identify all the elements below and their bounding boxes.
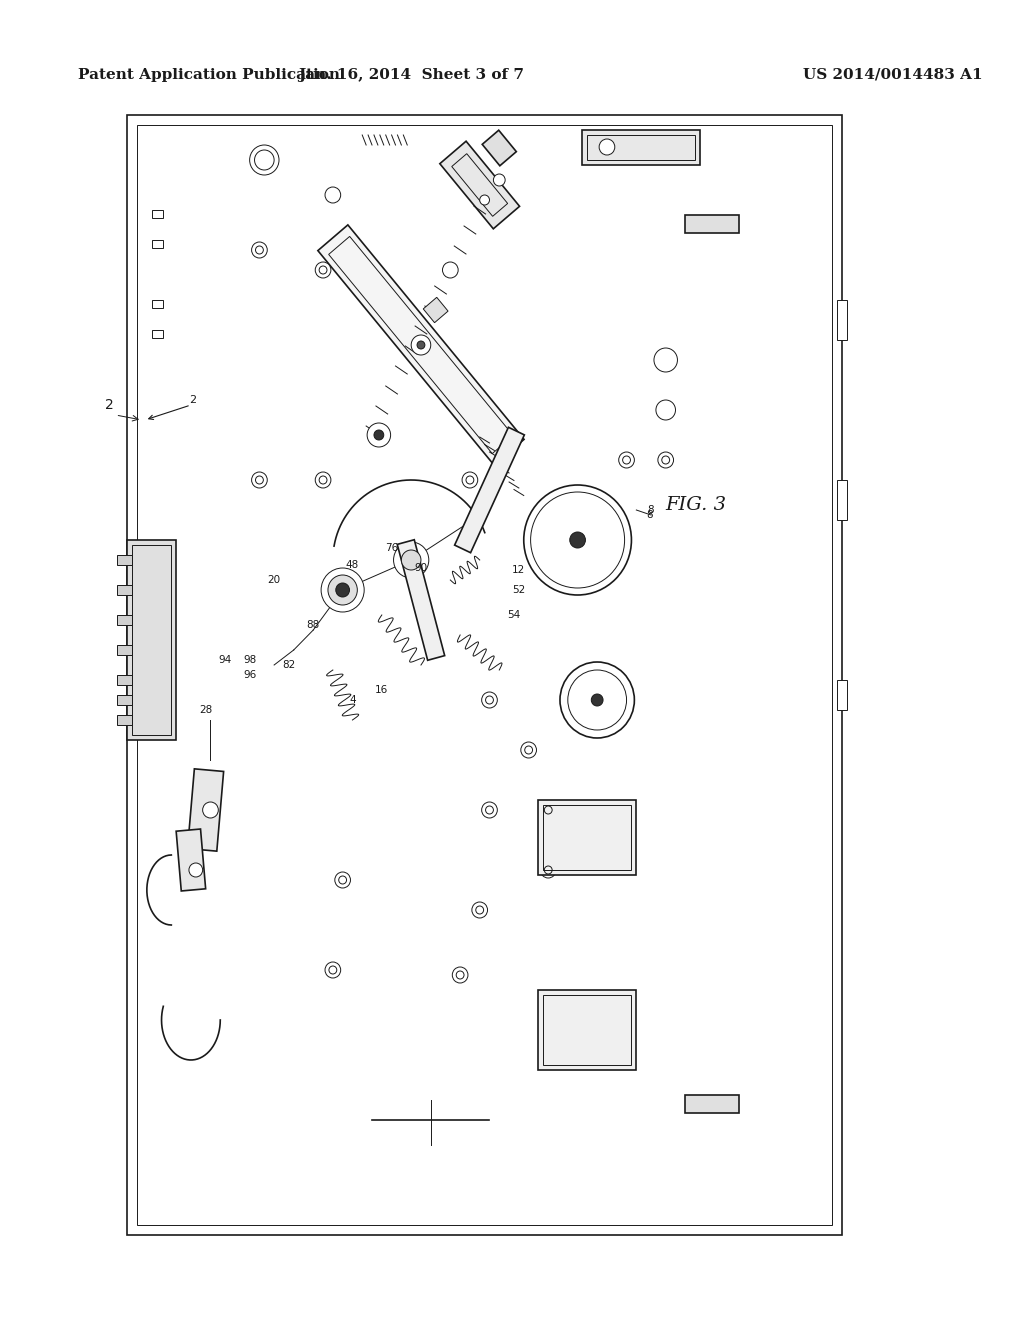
Polygon shape <box>176 829 206 891</box>
Text: 54: 54 <box>507 610 520 620</box>
Text: 28: 28 <box>199 705 212 715</box>
Circle shape <box>481 692 498 708</box>
Circle shape <box>315 473 331 488</box>
Text: US 2014/0014483 A1: US 2014/0014483 A1 <box>803 69 982 82</box>
Text: Patent Application Publication: Patent Application Publication <box>78 69 340 82</box>
Text: 20: 20 <box>267 576 281 585</box>
Circle shape <box>401 550 421 570</box>
Circle shape <box>325 962 341 978</box>
Circle shape <box>472 902 487 917</box>
Text: 90: 90 <box>415 564 428 573</box>
Circle shape <box>336 583 349 597</box>
Polygon shape <box>455 428 524 553</box>
Text: 52: 52 <box>512 585 525 595</box>
Circle shape <box>252 242 267 257</box>
Circle shape <box>521 742 537 758</box>
Circle shape <box>250 145 279 176</box>
Circle shape <box>315 261 331 279</box>
Bar <box>837 300 847 341</box>
Circle shape <box>335 873 350 888</box>
Bar <box>685 1096 739 1113</box>
Circle shape <box>599 139 614 154</box>
Circle shape <box>618 451 635 469</box>
Text: 76: 76 <box>385 543 398 553</box>
Bar <box>539 990 636 1071</box>
Bar <box>132 545 171 735</box>
Text: 12: 12 <box>512 565 525 576</box>
Polygon shape <box>187 768 223 851</box>
Circle shape <box>479 195 489 205</box>
Circle shape <box>412 335 431 355</box>
Text: 48: 48 <box>346 560 359 570</box>
Bar <box>837 480 847 520</box>
Circle shape <box>322 568 365 612</box>
Circle shape <box>656 400 676 420</box>
Circle shape <box>494 174 505 186</box>
Circle shape <box>453 968 468 983</box>
Text: 8: 8 <box>648 506 654 515</box>
Text: FIG. 3: FIG. 3 <box>666 496 727 513</box>
Text: 8: 8 <box>646 510 652 520</box>
Circle shape <box>523 484 632 595</box>
Text: 82: 82 <box>283 660 295 671</box>
Bar <box>118 675 132 685</box>
Circle shape <box>252 473 267 488</box>
Bar <box>118 585 132 595</box>
Bar <box>118 715 132 725</box>
Bar <box>539 800 636 875</box>
Circle shape <box>541 862 556 878</box>
Polygon shape <box>482 131 516 166</box>
Text: 16: 16 <box>375 685 388 696</box>
Bar <box>152 210 164 218</box>
Circle shape <box>560 663 635 738</box>
Circle shape <box>368 422 390 447</box>
Bar <box>837 680 847 710</box>
Circle shape <box>569 532 586 548</box>
Bar <box>544 995 632 1065</box>
Circle shape <box>325 187 341 203</box>
Circle shape <box>442 261 458 279</box>
Circle shape <box>203 803 218 818</box>
Circle shape <box>654 348 678 372</box>
Polygon shape <box>397 540 444 660</box>
Text: 4: 4 <box>349 696 355 705</box>
Bar <box>118 615 132 624</box>
Circle shape <box>393 543 429 578</box>
Text: 2: 2 <box>105 399 114 412</box>
Bar <box>583 129 700 165</box>
Circle shape <box>417 341 425 348</box>
Circle shape <box>591 694 603 706</box>
Text: 2: 2 <box>188 395 196 405</box>
FancyBboxPatch shape <box>127 115 842 1236</box>
Bar <box>118 554 132 565</box>
Bar <box>544 805 632 870</box>
Text: 96: 96 <box>243 671 256 680</box>
Circle shape <box>462 473 478 488</box>
Text: 98: 98 <box>243 655 256 665</box>
Bar <box>118 645 132 655</box>
Circle shape <box>374 430 384 440</box>
Text: 88: 88 <box>306 620 319 630</box>
Bar <box>152 330 164 338</box>
Bar <box>118 696 132 705</box>
Circle shape <box>481 803 498 818</box>
Circle shape <box>328 576 357 605</box>
Polygon shape <box>423 297 449 322</box>
Circle shape <box>541 803 556 818</box>
Bar <box>152 240 164 248</box>
Text: Jan. 16, 2014  Sheet 3 of 7: Jan. 16, 2014 Sheet 3 of 7 <box>298 69 524 82</box>
Bar <box>152 300 164 308</box>
Polygon shape <box>440 141 519 228</box>
Polygon shape <box>317 224 524 465</box>
Text: 94: 94 <box>218 655 231 665</box>
Bar <box>127 540 176 741</box>
Circle shape <box>657 451 674 469</box>
Bar <box>685 215 739 234</box>
Circle shape <box>189 863 203 876</box>
Bar <box>588 135 695 160</box>
